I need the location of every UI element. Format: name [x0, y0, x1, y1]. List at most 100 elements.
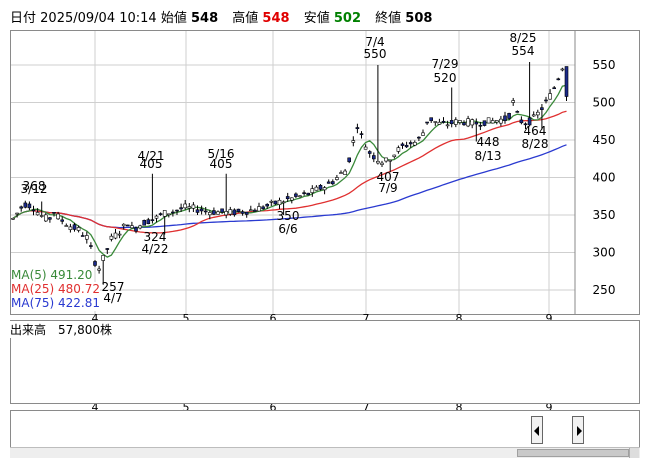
candle-body [126, 224, 130, 227]
candle [48, 216, 52, 223]
candle-body [15, 212, 19, 215]
candle-body [339, 172, 343, 174]
candle [76, 225, 81, 233]
candle [269, 199, 274, 207]
candle-body [298, 195, 302, 198]
candle [203, 206, 208, 215]
candle-body [179, 207, 183, 210]
candle [265, 203, 270, 209]
open-label: 始値 [160, 11, 187, 26]
candle [347, 157, 352, 164]
candle-body [224, 211, 228, 216]
candle-body [359, 133, 364, 135]
candle [183, 200, 187, 210]
navigator-handle-left[interactable] [531, 416, 543, 444]
candle-body [507, 113, 511, 119]
candle [27, 201, 32, 211]
candle [396, 145, 401, 154]
candle-body [249, 209, 253, 212]
annotation-line1: 7/4 [365, 35, 384, 49]
candle [11, 217, 15, 220]
candle-body [130, 225, 134, 229]
candle [560, 67, 565, 72]
x-tick-label: 9 [546, 312, 553, 325]
candle-body [220, 208, 224, 213]
candle-body [490, 120, 495, 124]
candle [162, 209, 167, 235]
volume-panel [10, 320, 640, 404]
candle [212, 207, 216, 216]
chevron-right-icon [577, 426, 582, 436]
candle-body [294, 193, 298, 197]
candle [60, 216, 65, 225]
y-tick-label: 400 [593, 171, 616, 185]
ma75-legend: MA(75) 422.81 [11, 296, 101, 311]
y-tick-label: 250 [593, 283, 616, 297]
candle [228, 206, 233, 216]
ma5-legend: MA(5) 491.20 [11, 268, 93, 283]
candle [556, 77, 561, 81]
candle [109, 233, 114, 242]
navigator-scrollbar[interactable] [10, 447, 640, 458]
candle-body [236, 208, 241, 212]
candle [326, 179, 331, 184]
open-value: 548 [190, 11, 219, 26]
navigator-scroll-thumb[interactable] [517, 449, 629, 457]
ma5-value: 491.20 [50, 268, 93, 282]
candle-body [351, 140, 356, 143]
candle [97, 265, 101, 274]
scroll-right-button[interactable] [629, 448, 639, 458]
annotation-line1: 407 [377, 170, 400, 184]
candle [35, 208, 40, 216]
candle [154, 214, 159, 223]
candle-body [322, 187, 327, 191]
candle [89, 242, 93, 249]
candle [412, 140, 417, 147]
y-tick-label: 350 [593, 208, 616, 222]
candle-body [216, 211, 220, 215]
candle-body [433, 121, 438, 123]
candle-body [11, 217, 15, 220]
candle [515, 110, 520, 113]
chevron-left-icon [534, 426, 539, 436]
candle [23, 200, 28, 209]
high-label: 高値 [232, 11, 259, 26]
annotation-line2: 6/6 [278, 222, 297, 236]
candle-body [212, 210, 216, 215]
candle-body [519, 119, 524, 124]
candle-body [552, 87, 557, 90]
ma5-line [12, 84, 567, 258]
high-value: 548 [262, 11, 290, 26]
x-tick-label: 9 [546, 401, 553, 414]
annotation-line2: 4/7 [103, 291, 122, 305]
candle [224, 173, 228, 219]
annotation-line2: 550 [364, 47, 387, 61]
candle-body [269, 200, 274, 203]
candle [257, 202, 261, 212]
candle-body [35, 212, 40, 216]
navigator-handle-right[interactable] [572, 416, 584, 444]
candle-body [314, 186, 319, 191]
candle-body [167, 213, 171, 216]
candle-body [27, 203, 32, 209]
candle [322, 186, 327, 195]
candle [285, 192, 290, 202]
candle [220, 208, 224, 214]
candle-body [408, 142, 413, 145]
candle [175, 209, 179, 215]
annotation-line2: 554 [512, 44, 535, 58]
candle [408, 140, 413, 148]
y-tick-label: 300 [593, 246, 616, 260]
candle [490, 117, 495, 124]
candle [482, 120, 487, 127]
candle-body [445, 124, 450, 127]
candle [298, 195, 302, 198]
candle-body [52, 212, 56, 214]
price-panel [10, 30, 640, 315]
x-tick-label: 5 [183, 312, 190, 325]
candle-body [343, 170, 347, 175]
candle-body [208, 212, 212, 216]
price-header: 日付 2025/09/04 10:14 始値 548 高値 548 安値 502… [10, 10, 432, 28]
candle-body [183, 203, 187, 209]
candle-body [417, 136, 421, 139]
